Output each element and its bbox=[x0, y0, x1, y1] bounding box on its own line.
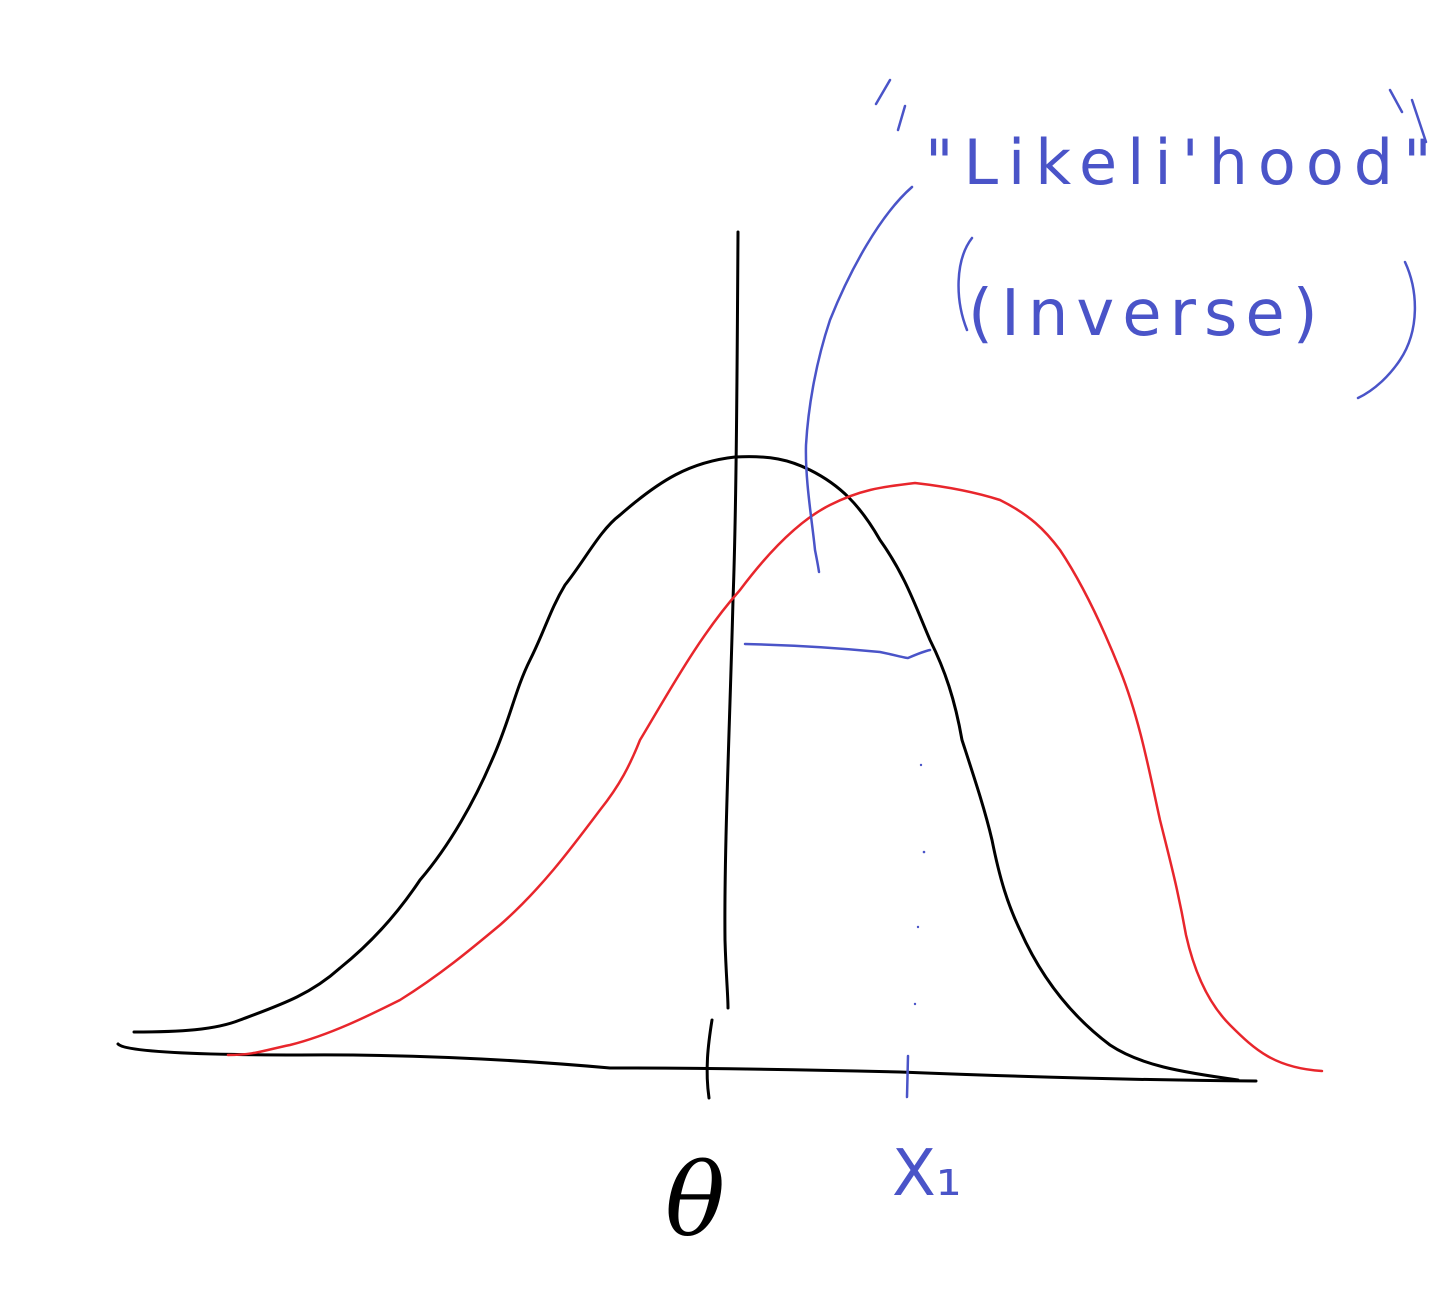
likelihood-reading-line bbox=[743, 642, 932, 660]
vertical-axis bbox=[723, 230, 740, 1010]
open-quote-mark bbox=[874, 78, 907, 132]
annotation-line1: "Likeli'hood" bbox=[925, 126, 1432, 199]
x1-dotted-guide bbox=[913, 763, 926, 1006]
x1-label: X₁ bbox=[892, 1137, 962, 1211]
close-paren-mark bbox=[1356, 260, 1417, 400]
horizontal-axis bbox=[116, 1042, 1258, 1083]
open-paren-mark bbox=[957, 236, 974, 332]
theta-label: θ bbox=[665, 1142, 725, 1259]
theta-tick bbox=[705, 1018, 714, 1100]
close-quote-mark bbox=[1388, 88, 1428, 144]
annotation-bracket bbox=[804, 185, 914, 574]
annotation-line2: (Inverse) bbox=[968, 277, 1326, 351]
annotation-marks bbox=[874, 78, 1428, 400]
red-likelihood-curve bbox=[226, 481, 1324, 1073]
x1-tick bbox=[905, 1054, 910, 1099]
black-bell-curve bbox=[132, 455, 1240, 1082]
